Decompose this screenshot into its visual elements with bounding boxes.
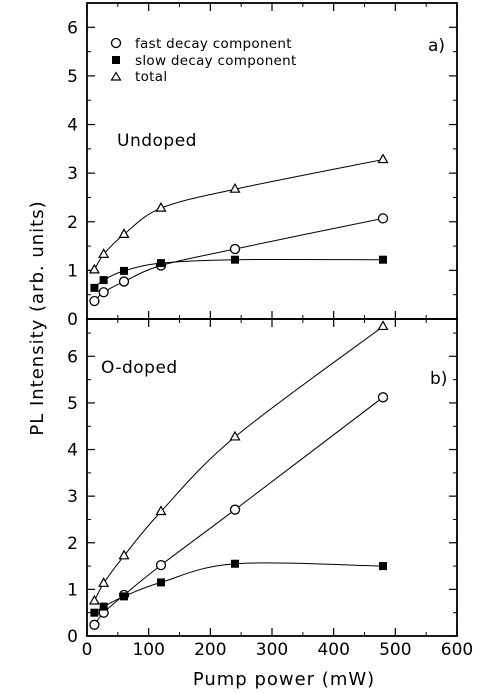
data-point-square [379, 562, 387, 571]
x-tick-label: 0 [82, 640, 93, 660]
x-tick-label: 100 [132, 640, 164, 660]
data-point-square [231, 255, 239, 264]
data-point-triangle [155, 505, 167, 516]
data-point-triangle [88, 263, 100, 274]
legend: fast decay component slow decay componen… [110, 36, 297, 85]
x-axis-title: Pump power (mW) [193, 669, 375, 690]
data-point-circle [155, 559, 167, 571]
data-point-circle [118, 276, 130, 287]
sample-label-undoped: Undoped [117, 131, 197, 151]
data-point-square [120, 592, 128, 601]
legend-triangle-marker [110, 71, 122, 81]
y-tick-label: 6 [67, 347, 78, 367]
series-curve [93, 159, 384, 271]
data-point-circle [377, 213, 389, 224]
x-tick-label: 600 [441, 640, 473, 660]
y-tick-label: 2 [67, 534, 78, 554]
data-point-triangle [118, 549, 130, 560]
data-point-circle [98, 287, 109, 298]
data-point-square [231, 559, 239, 568]
y-tick-label: 0 [67, 310, 78, 330]
y-tick-label: 3 [67, 487, 78, 507]
data-point-triangle [98, 248, 110, 258]
data-point-square [99, 276, 108, 285]
legend-square-marker [112, 56, 120, 64]
panel-tag-b: b) [430, 369, 447, 389]
data-point-triangle [229, 182, 241, 193]
data-point-triangle [229, 430, 241, 441]
series-curve [94, 258, 384, 289]
data-point-circle [89, 619, 100, 630]
data-point-square [90, 608, 99, 617]
x-tick-label: 400 [317, 640, 349, 660]
y-tick-label: 5 [67, 67, 78, 87]
data-point-circle [229, 243, 241, 255]
y-tick-label: 5 [67, 394, 78, 414]
legend-circle-marker [110, 37, 122, 49]
panel-b-o-doped: 0 100 200 300 400 500 600 0 1 2 3 4 5 6 [67, 318, 473, 660]
data-point-triangle [155, 201, 167, 212]
y-tick-label: 3 [67, 164, 78, 184]
data-point-square [157, 578, 165, 587]
legend-label-total: total [135, 69, 167, 85]
data-point-square [120, 266, 128, 275]
data-point-circle [89, 295, 100, 307]
data-point-square [157, 259, 165, 268]
legend-label-slow: slow decay component [135, 53, 297, 69]
y-tick-label: 2 [67, 213, 78, 233]
x-tick-label: 500 [379, 640, 411, 660]
panel-tag-a: a) [428, 36, 445, 56]
data-point-circle [229, 504, 241, 515]
data-point-triangle [98, 577, 110, 587]
data-point-square [90, 283, 99, 292]
y-tick-label: 6 [67, 18, 78, 38]
data-point-square [99, 602, 108, 611]
data-point-triangle [377, 153, 389, 164]
y-tick-label: 0 [67, 627, 78, 647]
legend-label-fast: fast decay component [135, 36, 292, 52]
data-point-triangle [377, 320, 389, 331]
y-tick-label: 1 [67, 261, 78, 281]
series-curve [94, 562, 384, 614]
data-point-triangle [88, 594, 100, 605]
x-tick-label: 200 [194, 640, 226, 660]
y-axis-title: PL Intensity (arb. units) [27, 200, 48, 435]
data-point-circle [377, 392, 389, 403]
y-tick-label: 1 [67, 580, 78, 600]
y-tick-label: 4 [67, 441, 78, 461]
sample-label-o-doped: O-doped [101, 358, 178, 378]
data-point-triangle [118, 228, 130, 239]
x-tick-label: 300 [256, 640, 288, 660]
data-point-square [379, 255, 387, 264]
y-tick-label: 4 [67, 116, 78, 136]
